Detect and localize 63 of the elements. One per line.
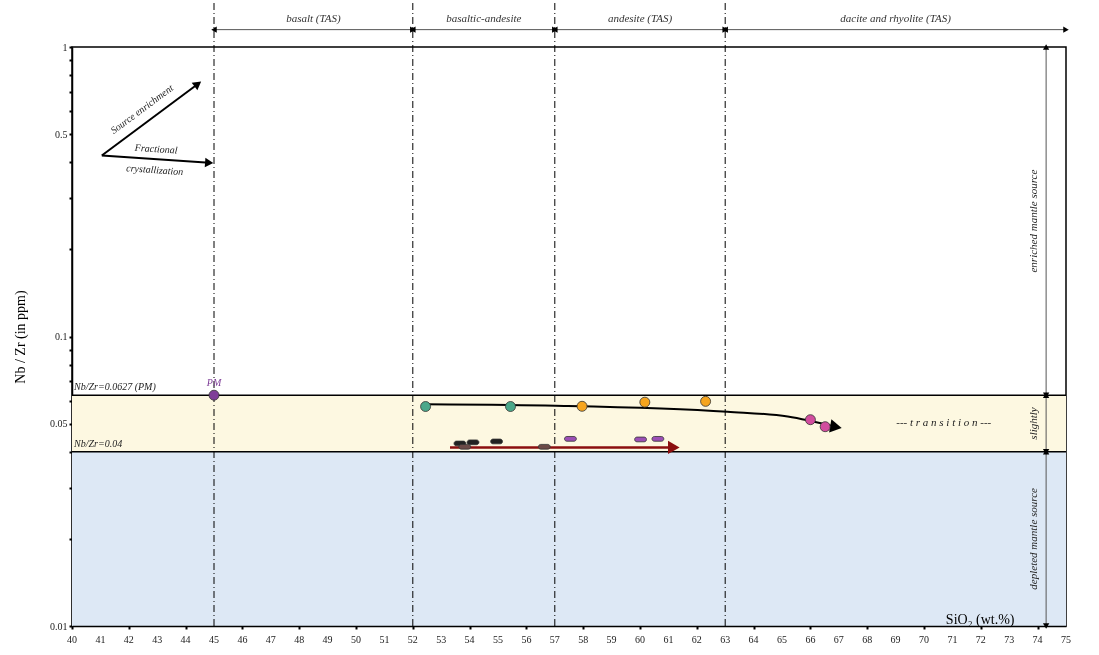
band-label: slightly [1027,407,1040,440]
x-axis-title: SiO₂ (wt.%) [945,611,1015,628]
y-axis-title: Nb / Zr (in ppm) [13,290,29,384]
series-label: PM [205,377,222,389]
x-tick-label: 58 [578,634,589,645]
x-tick-label: 48 [294,634,305,645]
y-tick-label: 1 [62,41,68,53]
ref-line-label: Nb/Zr=0.0627 (PM) [73,381,157,394]
x-tick-label: 41 [95,634,106,645]
band-label: depleted mantle source [1027,487,1040,590]
annotation: --- t r a n s i t i o n --- [896,416,992,429]
x-tick-label: 52 [407,634,418,645]
point [420,401,431,412]
point [208,389,220,401]
x-tick-label: 59 [606,634,617,645]
x-tick-label: 46 [237,634,248,645]
text: basalt (TAS) [286,11,341,25]
point [700,395,711,407]
x-tick-label: 44 [180,634,191,645]
x-tick-label: 55 [493,634,503,645]
x-tick-label: 49 [322,634,333,645]
x-tick-label: 62 [691,634,702,645]
x-tick-label: 63 [720,634,731,645]
x-tick-label: 61 [663,634,674,645]
x-tick-label: 75 [1061,634,1071,645]
annotation: enriched mantle source [1027,169,1040,273]
y-tick-label: 0.05 [50,418,68,430]
annotation: Fractional crystallization [125,141,184,178]
point [639,396,651,408]
text: andesite (TAS) [607,11,673,25]
x-tick-label: 50 [351,634,361,645]
x-tick-label: 67 [833,634,844,645]
x-tick-label: 40 [67,634,77,645]
y-tick-label: 0.5 [55,128,68,140]
x-tick-label: 57 [549,634,560,645]
x-tick-label: 68 [862,634,873,645]
ref-line-label: Nb/Zr=0.04 [73,437,123,449]
point [576,400,588,412]
point [819,421,831,433]
x-tick-label: 60 [635,634,645,645]
text: basaltic-andesite [446,11,522,24]
x-tick-label: 74 [1032,634,1043,645]
x-tick-label: 72 [975,634,986,645]
x-tick-label: 42 [123,634,134,645]
x-tick-label: 53 [436,634,447,645]
x-tick-label: 43 [152,634,163,645]
y-tick-label: 0.1 [55,331,68,342]
x-tick-label: 70 [919,634,929,645]
y-tick-label: 0.01 [50,620,68,632]
x-tick-label: 47 [265,634,276,645]
x-tick-label: 73 [1004,634,1015,645]
x-tick-label: 64 [748,634,759,645]
point [805,414,816,426]
x-tick-label: 45 [209,634,219,645]
x-tick-label: 71 [947,634,958,645]
x-tick-label: 65 [777,634,787,645]
x-tick-label: 54 [464,634,475,645]
x-tick-label: 66 [805,634,816,645]
x-tick-label: 56 [521,634,532,645]
x-tick-label: 51 [379,634,390,645]
point [505,401,516,412]
text: dacite and rhyolite (TAS) [840,11,952,25]
x-tick-label: 69 [890,634,901,645]
